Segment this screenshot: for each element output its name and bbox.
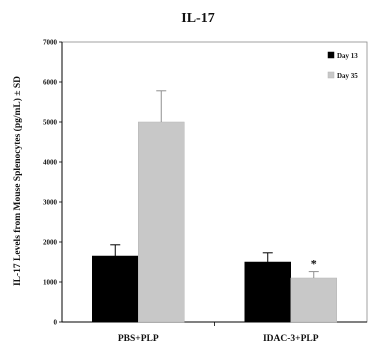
chart-title: IL-17 bbox=[181, 11, 214, 26]
bar bbox=[244, 261, 291, 323]
y-tick-label: 2000 bbox=[43, 239, 58, 247]
y-axis-label: IL-17 Levels from Mouse Splenocytes (pg/… bbox=[12, 76, 23, 286]
significance-asterisk: * bbox=[311, 257, 317, 271]
legend-label: Day 35 bbox=[337, 72, 358, 80]
bar bbox=[138, 121, 185, 323]
x-category-label: PBS+PLP bbox=[118, 334, 159, 344]
bar bbox=[290, 277, 337, 323]
legend-label: Day 13 bbox=[337, 52, 358, 60]
legend-swatch bbox=[327, 71, 335, 79]
legend-swatch bbox=[327, 51, 335, 59]
x-category-label: IDAC-3+PLP bbox=[263, 334, 319, 344]
y-tick-label: 6000 bbox=[43, 79, 58, 87]
bar bbox=[92, 255, 139, 323]
plot-area: 0 1000 2000 3000 4000 5000 6000 7000 PBS+PLP IDAC… bbox=[43, 39, 368, 344]
y-tick-label: 0 bbox=[54, 319, 58, 327]
y-tick-label: 3000 bbox=[43, 199, 58, 207]
y-tick-label: 4000 bbox=[43, 159, 58, 167]
y-tick-label: 1000 bbox=[43, 279, 58, 287]
y-tick-label: 5000 bbox=[43, 119, 58, 127]
y-tick-label: 7000 bbox=[43, 39, 58, 47]
